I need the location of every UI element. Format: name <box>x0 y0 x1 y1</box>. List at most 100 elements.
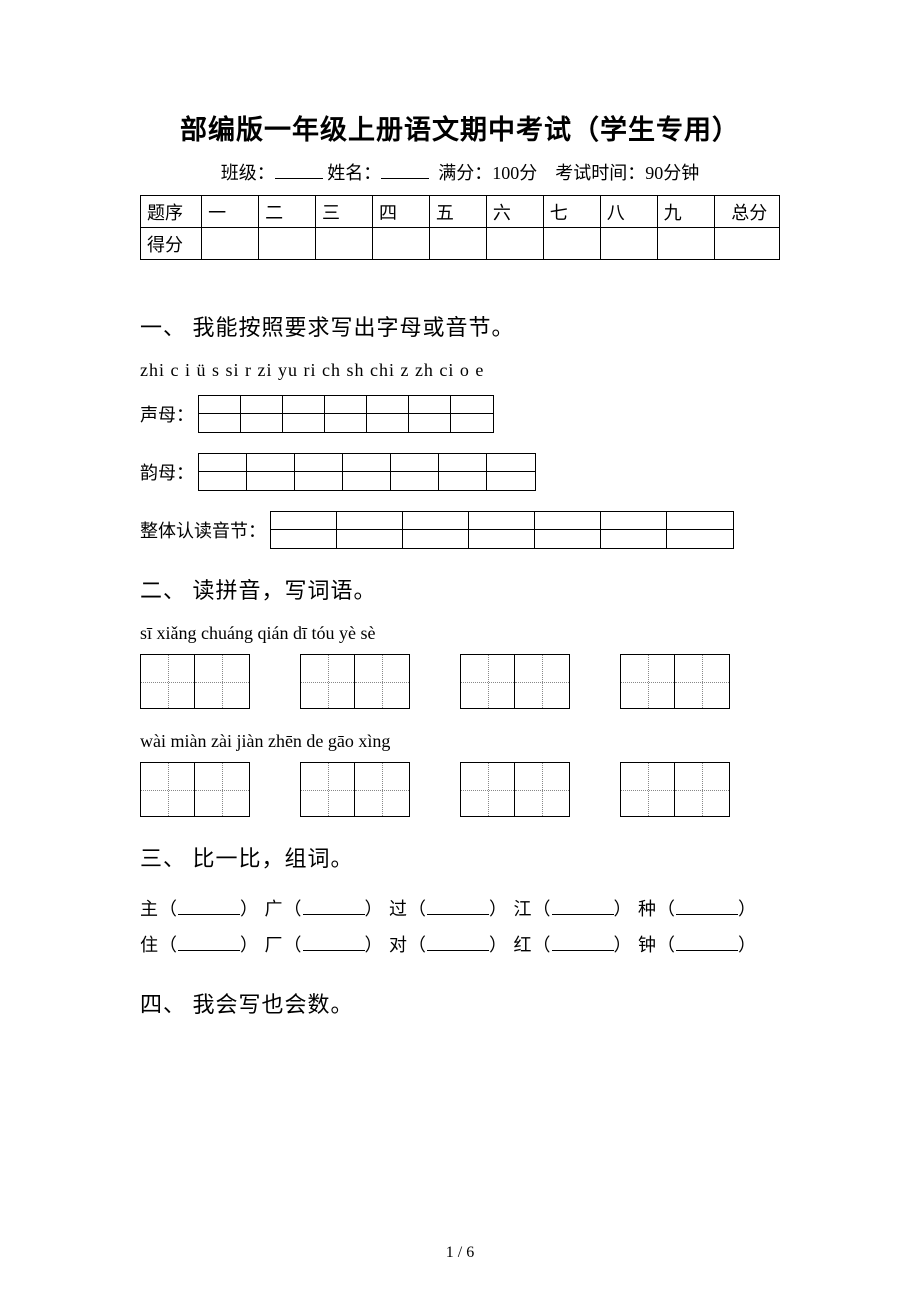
grid-cell[interactable] <box>367 414 409 432</box>
grid-cell[interactable] <box>325 396 367 414</box>
class-blank[interactable] <box>275 161 323 179</box>
grid-cell[interactable] <box>295 454 343 472</box>
tianzi-box[interactable] <box>620 762 730 817</box>
grid-cell[interactable] <box>451 396 493 414</box>
grid-cell[interactable] <box>325 414 367 432</box>
page-footer: 1 / 6 <box>0 1244 920 1262</box>
grid-cell[interactable] <box>337 512 403 530</box>
grid-cell[interactable] <box>535 530 601 548</box>
grid-cell[interactable] <box>241 414 283 432</box>
compare-blank[interactable] <box>552 899 614 915</box>
tianzi-cell[interactable] <box>301 763 355 816</box>
grid-cell[interactable] <box>439 472 487 490</box>
score-cell[interactable] <box>372 228 429 260</box>
full-label: 满分： <box>438 163 492 183</box>
grid-cell[interactable] <box>535 512 601 530</box>
grid-label: 韵母： <box>140 459 194 485</box>
tianzi-cell[interactable] <box>515 655 569 708</box>
grid-cell[interactable] <box>271 530 337 548</box>
score-cell[interactable] <box>429 228 486 260</box>
grid-cell[interactable] <box>199 454 247 472</box>
compare-blank[interactable] <box>427 935 489 951</box>
grid-cell[interactable] <box>343 472 391 490</box>
tianzi-cell[interactable] <box>515 763 569 816</box>
compare-close: ） <box>738 935 757 955</box>
grid-cell[interactable] <box>283 396 325 414</box>
tianzi-cell[interactable] <box>195 655 249 708</box>
grid-cell[interactable] <box>391 454 439 472</box>
answer-grid[interactable] <box>198 453 536 491</box>
score-cell[interactable] <box>600 228 657 260</box>
tianzi-cell[interactable] <box>195 763 249 816</box>
tianzi-cell[interactable] <box>675 763 729 816</box>
grid-cell[interactable] <box>391 472 439 490</box>
grid-cell[interactable] <box>247 454 295 472</box>
compare-blank[interactable] <box>303 935 365 951</box>
name-blank[interactable] <box>381 161 429 179</box>
grid-cell[interactable] <box>469 530 535 548</box>
compare-blank[interactable] <box>552 935 614 951</box>
tianzi-box[interactable] <box>460 654 570 709</box>
grid-cell[interactable] <box>487 472 535 490</box>
tianzi-box[interactable] <box>300 654 410 709</box>
tianzi-cell[interactable] <box>461 655 515 708</box>
tianzi-box[interactable] <box>140 762 250 817</box>
grid-cell[interactable] <box>487 454 535 472</box>
grid-cell[interactable] <box>469 512 535 530</box>
score-cell[interactable] <box>543 228 600 260</box>
tianzi-box[interactable] <box>460 762 570 817</box>
grid-cell[interactable] <box>199 472 247 490</box>
grid-cell[interactable] <box>409 414 451 432</box>
grid-cell[interactable] <box>247 472 295 490</box>
tianzi-cell[interactable] <box>621 655 675 708</box>
grid-cell[interactable] <box>403 530 469 548</box>
grid-cell[interactable] <box>199 396 241 414</box>
tianzi-cell[interactable] <box>355 763 409 816</box>
compare-close: ） <box>240 899 265 919</box>
tianzi-box[interactable] <box>300 762 410 817</box>
grid-cell[interactable] <box>271 512 337 530</box>
answer-grid[interactable] <box>270 511 734 549</box>
compare-blank[interactable] <box>676 899 738 915</box>
tianzi-box[interactable] <box>140 654 250 709</box>
grid-cell[interactable] <box>367 396 409 414</box>
grid-cell[interactable] <box>409 396 451 414</box>
compare-blank[interactable] <box>427 899 489 915</box>
score-cell[interactable] <box>486 228 543 260</box>
score-cell[interactable] <box>259 228 316 260</box>
tianzi-cell[interactable] <box>301 655 355 708</box>
tianzi-cell[interactable] <box>141 655 195 708</box>
compare-blank[interactable] <box>676 935 738 951</box>
grid-cell[interactable] <box>667 512 733 530</box>
compare-blank[interactable] <box>303 899 365 915</box>
tianzi-cell[interactable] <box>461 763 515 816</box>
grid-cell[interactable] <box>343 454 391 472</box>
grid-cell[interactable] <box>337 530 403 548</box>
grid-cell[interactable] <box>283 414 325 432</box>
tianzi-box[interactable] <box>620 654 730 709</box>
grid-cell[interactable] <box>451 414 493 432</box>
score-col: 六 <box>486 196 543 228</box>
grid-cell[interactable] <box>601 512 667 530</box>
score-cell[interactable] <box>657 228 714 260</box>
grid-cell[interactable] <box>601 530 667 548</box>
grid-cell[interactable] <box>241 396 283 414</box>
compare-blank[interactable] <box>178 899 240 915</box>
section1-pinyin: zhi c i ü s si r zi yu ri ch sh chi z zh… <box>140 360 780 381</box>
tianzi-cell[interactable] <box>355 655 409 708</box>
tianzi-cell[interactable] <box>621 763 675 816</box>
score-cell[interactable] <box>316 228 373 260</box>
score-col: 二 <box>259 196 316 228</box>
grid-cell[interactable] <box>439 454 487 472</box>
grid-cell[interactable] <box>403 512 469 530</box>
grid-cell[interactable] <box>667 530 733 548</box>
score-col: 九 <box>657 196 714 228</box>
grid-cell[interactable] <box>199 414 241 432</box>
grid-cell[interactable] <box>295 472 343 490</box>
score-cell[interactable] <box>714 228 779 260</box>
score-cell[interactable] <box>202 228 259 260</box>
tianzi-cell[interactable] <box>675 655 729 708</box>
compare-blank[interactable] <box>178 935 240 951</box>
answer-grid[interactable] <box>198 395 494 433</box>
tianzi-cell[interactable] <box>141 763 195 816</box>
